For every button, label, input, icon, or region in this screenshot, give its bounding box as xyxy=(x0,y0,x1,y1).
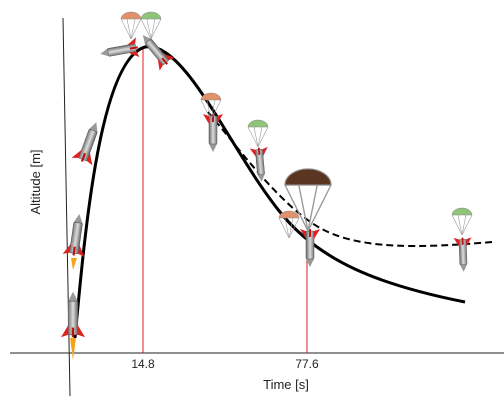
y-axis xyxy=(62,17,71,397)
parachute xyxy=(247,119,269,148)
flame xyxy=(71,258,77,270)
parachute xyxy=(120,11,142,40)
recovery-trajectory xyxy=(207,111,493,247)
marker-label: 14.8 xyxy=(131,357,155,371)
rocket xyxy=(71,117,108,166)
parachute xyxy=(284,168,332,232)
rocket xyxy=(98,36,140,65)
y-axis-label: Altitude [m] xyxy=(28,149,43,214)
rocket xyxy=(453,236,474,273)
parachute xyxy=(140,11,162,40)
x-axis-label: Time [s] xyxy=(263,377,309,392)
rocket xyxy=(249,146,272,183)
trajectory xyxy=(73,45,466,339)
marker-label: 77.6 xyxy=(295,357,319,371)
parachute xyxy=(451,207,473,236)
rocket xyxy=(60,291,86,338)
flame xyxy=(70,338,76,360)
